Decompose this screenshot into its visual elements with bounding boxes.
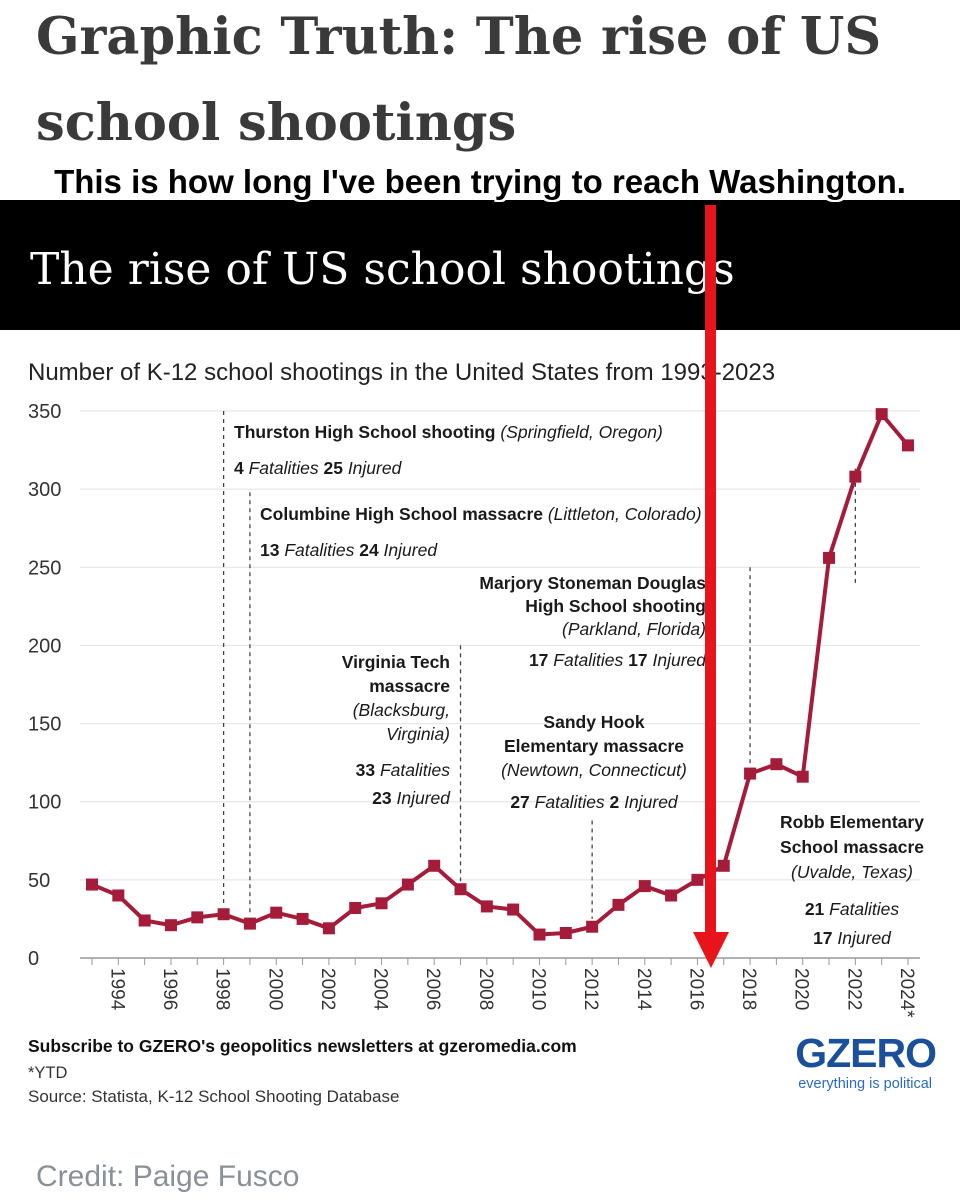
data-point — [164, 919, 177, 932]
x-tick-label: 2002 — [317, 968, 338, 1010]
data-point — [638, 880, 651, 893]
data-point — [691, 873, 704, 886]
y-tick-label: 50 — [28, 870, 50, 892]
annotation-text: massacre — [369, 676, 450, 696]
data-point — [428, 859, 441, 872]
data-point — [717, 859, 730, 872]
data-point — [480, 900, 493, 913]
annotation-text: 27 Fatalities 2 Injured — [510, 792, 679, 812]
chart-title-banner — [0, 200, 960, 330]
chart-source: Source: Statista, K-12 School Shooting D… — [28, 1087, 399, 1106]
red-arrow-head — [693, 932, 729, 968]
data-point — [796, 770, 809, 783]
annotation-text: 23 Injured — [372, 788, 451, 808]
y-tick-label: 250 — [28, 557, 61, 579]
annotation-text: (Parkland, Florida) — [562, 619, 706, 639]
annotation-text: Elementary massacre — [504, 736, 684, 756]
y-tick-label: 0 — [28, 948, 39, 970]
annotation-text: Thurston High School shooting (Springfie… — [234, 422, 663, 442]
gzero-logo: GZERO — [795, 1030, 936, 1076]
annotation-text: Marjory Stoneman Douglas — [479, 573, 706, 593]
annotation-text: High School shooting — [525, 596, 706, 616]
y-tick-label: 350 — [28, 401, 61, 423]
annotation-text: Columbine High School massacre (Littleto… — [260, 504, 702, 524]
x-tick-label: 2012 — [580, 968, 601, 1010]
red-arrow-shaft — [705, 205, 716, 940]
annotation-text: 4 Fatalities 25 Injured — [234, 458, 403, 478]
photo-credit: Credit: Paige Fusco — [36, 1160, 300, 1193]
y-tick-label: 300 — [28, 479, 61, 501]
annotation-text: School massacre — [780, 837, 924, 857]
x-tick-label: 1996 — [159, 968, 180, 1010]
data-point — [770, 758, 783, 771]
line-chart: Number of K-12 school shootings in the U… — [28, 359, 937, 1106]
annotation-text: Robb Elementary — [780, 812, 924, 832]
annotation-text: (Blacksburg, — [353, 700, 450, 720]
x-tick-label: 2016 — [685, 968, 706, 1010]
data-point — [191, 911, 204, 924]
data-point — [322, 922, 335, 935]
x-tick-label: 1994 — [106, 968, 127, 1011]
x-tick-label: 2008 — [475, 968, 496, 1010]
y-tick-label: 150 — [28, 714, 61, 736]
data-point — [533, 928, 546, 941]
x-tick-label: 2018 — [738, 968, 759, 1010]
annotation-text: 17 Injured — [813, 928, 892, 948]
annotation-text: Virginia Tech — [342, 652, 450, 672]
x-tick-label: 1998 — [212, 968, 233, 1010]
annotation-text: (Newtown, Connecticut) — [501, 760, 687, 780]
data-point — [401, 878, 414, 891]
x-tick-label: 2000 — [264, 968, 285, 1010]
chart-ytd-note: *YTD — [28, 1064, 68, 1082]
gzero-tagline: everything is political — [798, 1076, 932, 1092]
annotation-text: 13 Fatalities 24 Injured — [260, 540, 438, 560]
chart-subscribe-note: Subscribe to GZERO's geopolitics newslet… — [28, 1036, 577, 1056]
data-point — [823, 551, 836, 564]
data-point — [296, 912, 309, 925]
data-point — [270, 906, 283, 919]
x-tick-label: 2020 — [791, 968, 812, 1010]
y-tick-label: 100 — [28, 792, 61, 814]
x-tick-label: 2010 — [527, 968, 548, 1010]
chart-title: The rise of US school shootings — [30, 244, 735, 295]
data-point — [138, 914, 151, 927]
x-tick-label: 2006 — [422, 968, 443, 1010]
data-point — [875, 408, 888, 421]
data-point — [586, 920, 599, 933]
annotation-text: Virginia) — [386, 724, 450, 744]
data-point — [665, 889, 678, 902]
x-tick-label: 2022 — [843, 968, 864, 1010]
data-point — [849, 470, 862, 483]
annotation-text: 21 Fatalities — [805, 899, 900, 919]
data-point — [612, 898, 625, 911]
data-point — [507, 903, 520, 916]
data-point — [454, 883, 467, 896]
data-point — [375, 897, 388, 910]
x-tick-label: 2004 — [370, 968, 391, 1011]
annotation-text: 17 Fatalities 17 Injured — [529, 650, 707, 670]
data-point — [902, 439, 914, 452]
data-point — [349, 901, 362, 914]
data-point — [744, 767, 757, 780]
annotation-text: 33 Fatalities — [356, 760, 451, 780]
chart-subtitle: Number of K-12 school shootings in the U… — [28, 359, 775, 386]
data-point — [217, 908, 230, 921]
data-point — [559, 926, 572, 939]
page-title: Graphic Truth: The rise of US school sho… — [36, 7, 882, 153]
data-point — [112, 889, 125, 902]
annotation-text: Sandy Hook — [543, 712, 644, 732]
data-point — [86, 878, 98, 891]
y-tick-label: 200 — [28, 635, 61, 657]
x-tick-label: 2014 — [633, 968, 654, 1011]
annotation-text: (Uvalde, Texas) — [791, 862, 913, 882]
x-tick-label: 2024* — [896, 968, 917, 1018]
meme-caption: This is how long I've been trying to rea… — [54, 163, 906, 200]
data-point — [243, 917, 256, 930]
